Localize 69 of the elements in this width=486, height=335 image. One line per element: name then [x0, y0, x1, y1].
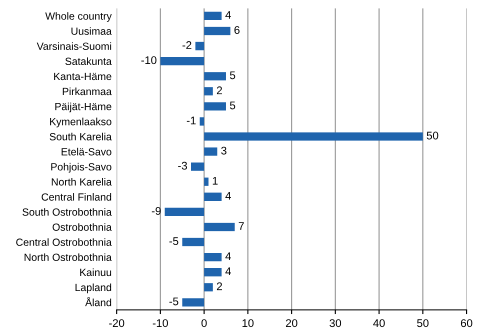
bar	[204, 72, 226, 80]
x-tick-label: 0	[201, 319, 207, 328]
x-tick-label: 30	[330, 319, 342, 328]
y-tick-label: Pirkanmaa	[62, 88, 112, 96]
x-tick-label: -20	[109, 319, 124, 328]
data-label: -1	[186, 116, 196, 124]
y-tick-label: Päijät-Häme	[55, 102, 112, 112]
y-tick-label: North Karelia	[52, 178, 112, 186]
y-tick-label: Whole country	[45, 12, 112, 22]
y-tick-label: Åland	[85, 296, 112, 306]
bar	[204, 12, 222, 20]
y-tick-label: Kanta-Häme	[54, 72, 112, 80]
data-label: 4	[225, 267, 231, 276]
data-label: 2	[216, 282, 222, 290]
data-label: -3	[178, 162, 188, 170]
bar	[191, 162, 204, 171]
bar	[204, 222, 235, 232]
bar	[204, 178, 208, 186]
data-label: 4	[225, 252, 231, 260]
bar	[204, 252, 222, 262]
y-tick-label: South Karelia	[50, 132, 112, 140]
bar	[204, 283, 213, 292]
y-tick-label: North Ostrobothnia	[24, 253, 112, 261]
bar	[204, 132, 423, 141]
data-label: -5	[169, 298, 178, 306]
data-label: 5	[230, 102, 236, 110]
bar	[182, 238, 204, 246]
bar	[204, 192, 222, 201]
y-tick-label: Etelä-Savo	[62, 148, 112, 156]
bar	[164, 208, 204, 216]
data-label: 6	[234, 26, 240, 34]
bar	[200, 117, 204, 126]
data-label: -9	[152, 207, 161, 215]
data-label: 4	[225, 11, 231, 19]
bar	[195, 42, 204, 50]
x-tick-label: 60	[460, 319, 472, 328]
x-tick-label: 10	[242, 319, 254, 328]
y-tick-label: Satakunta	[65, 57, 112, 66]
x-tick-label: 20	[286, 319, 298, 328]
bar	[160, 56, 204, 66]
bar	[204, 102, 226, 111]
x-tick-label: 50	[417, 319, 429, 328]
y-tick-label: Kainuu	[80, 268, 112, 276]
data-label: 5	[230, 71, 236, 80]
y-tick-label: Uusimaa	[71, 27, 112, 35]
data-label: 2	[216, 86, 222, 94]
data-label: 3	[221, 146, 226, 155]
y-tick-label: Pohjois-Savo	[51, 162, 112, 173]
data-label: 1	[212, 176, 218, 185]
x-tick-label: -10	[152, 319, 168, 328]
bar	[182, 298, 204, 306]
bar	[204, 147, 218, 156]
y-tick-label: South Ostrobothnia	[22, 208, 112, 216]
data-label: -2	[182, 41, 192, 49]
data-label: -5	[169, 237, 178, 246]
y-tick-label: Central Ostrobothnia	[16, 238, 112, 246]
bar	[204, 26, 230, 36]
data-label: 50	[426, 132, 438, 140]
y-tick-label: Ostrobothnia	[52, 223, 112, 231]
y-tick-label: Varsinais-Suomi	[36, 42, 112, 50]
bar	[204, 87, 213, 96]
y-tick-label: Central Finland	[42, 193, 112, 201]
y-tick-label: Lapland	[76, 283, 112, 294]
data-label: -10	[141, 56, 156, 64]
x-tick-label: 40	[373, 319, 385, 328]
y-tick-label: Kymenlaakso	[50, 118, 112, 128]
data-label: 4	[225, 192, 231, 200]
bar	[204, 268, 222, 276]
data-label: 7	[238, 222, 244, 230]
